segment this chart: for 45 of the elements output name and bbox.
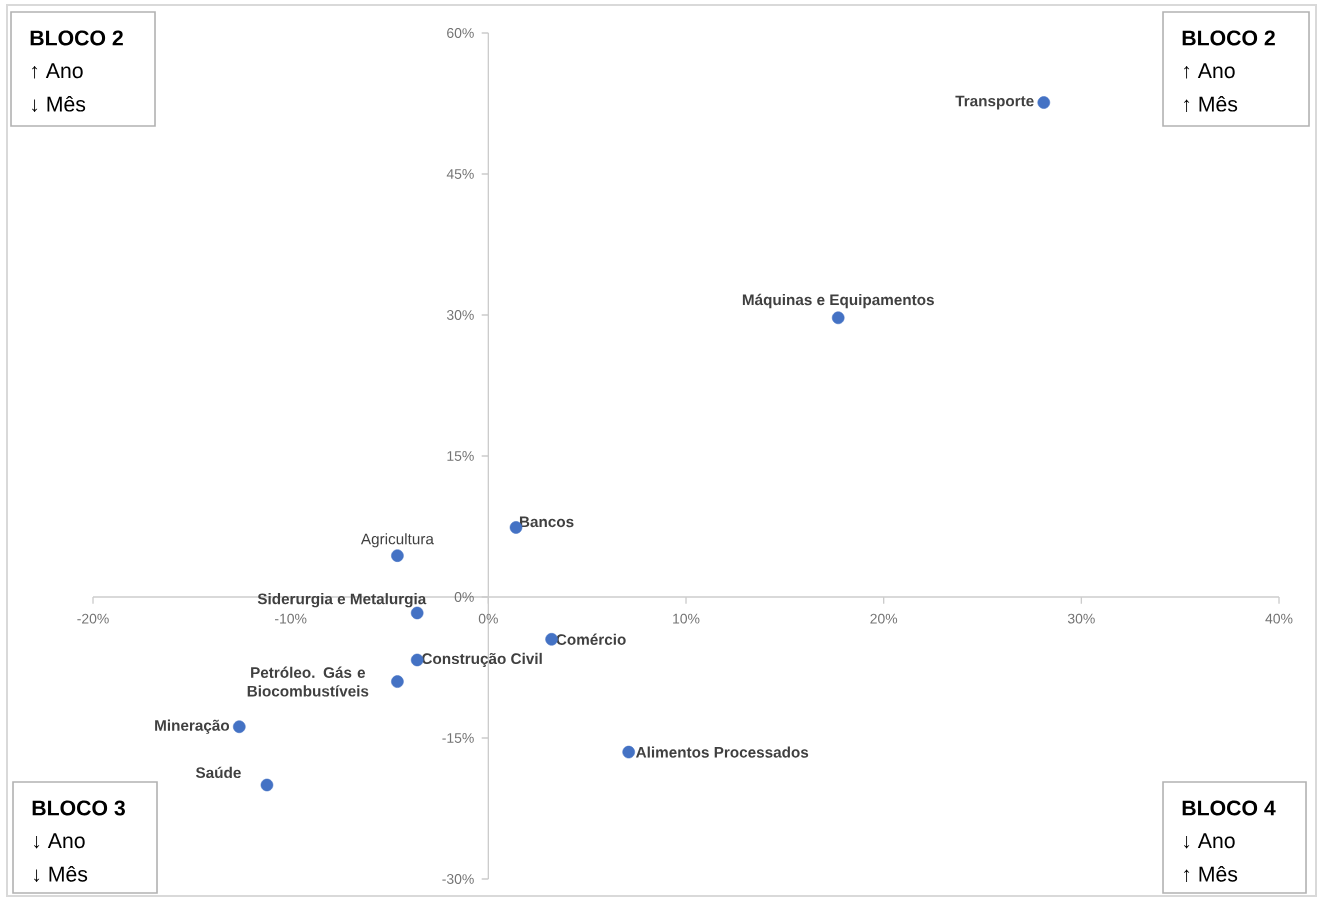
annotation: ↑ Mês xyxy=(1184,865,1238,883)
annotation: ↓ Ano xyxy=(1184,833,1235,849)
text: ↓ Ano xyxy=(34,833,85,849)
x-tick-label: -20% xyxy=(77,613,109,624)
series-label: Agricultura xyxy=(360,533,434,548)
series-label: Comércio xyxy=(556,633,626,645)
x-tick-label: 40% xyxy=(1265,613,1293,624)
y-tick-label: 0% xyxy=(454,592,474,602)
y-tick-label: -15% xyxy=(442,733,474,743)
y-tick-label: 30% xyxy=(446,310,474,320)
annotation: BLOCO 2 xyxy=(30,30,123,46)
x-tick-label: 10% xyxy=(673,613,700,624)
x-tick-label: 20% xyxy=(870,613,898,624)
text: ↓ Mês xyxy=(34,865,88,883)
series-label: Máquinas e Equipamentos xyxy=(742,293,934,309)
point xyxy=(622,745,635,759)
x-tick-label: 30% xyxy=(1067,613,1095,624)
point xyxy=(260,778,274,792)
series-label: Bancos xyxy=(519,516,574,528)
point xyxy=(391,549,404,562)
x-tick-label: -10% xyxy=(275,613,307,624)
annotation: BLOCO 4 xyxy=(1182,800,1276,816)
series-label: Transporte xyxy=(955,95,1034,110)
point xyxy=(233,720,246,733)
y-tick-label: -30% xyxy=(442,874,474,884)
text: ↑ Ano xyxy=(32,63,83,79)
series-label: Alimentos Processados xyxy=(636,746,809,758)
series-label: Saúde xyxy=(195,766,241,779)
series-label: Petróleo. Gás e Biocombustíveis xyxy=(247,666,369,697)
x-tick-label: 0% xyxy=(478,613,498,624)
annotation: BLOCO 3 xyxy=(32,800,125,816)
annotation: ↑ Mês xyxy=(1184,95,1238,113)
y-tick-label: 45% xyxy=(446,169,474,179)
annotation: ↑ Ano xyxy=(1184,63,1235,79)
series-label: Siderurgia e Metalurgia xyxy=(257,593,427,608)
y-tick-label: 60% xyxy=(447,28,474,38)
point xyxy=(1037,96,1051,109)
point xyxy=(545,633,558,646)
point xyxy=(391,675,404,688)
series-label: Mineração xyxy=(155,719,230,734)
text: ↓ Mês xyxy=(32,95,86,113)
series-label: Construção Civil xyxy=(422,652,542,668)
annotation: BLOCO 2 xyxy=(1182,30,1275,46)
point xyxy=(831,311,845,325)
y-tick-label: 15% xyxy=(447,451,474,461)
